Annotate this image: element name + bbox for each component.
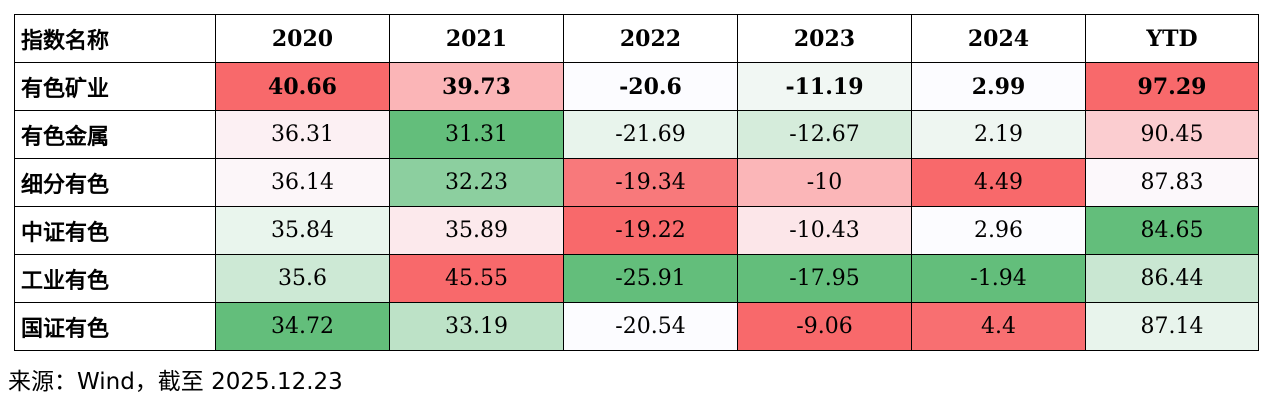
value-cell: 87.83 [1085, 158, 1259, 207]
index-table: 指数名称 2020 2021 2022 2023 2024 YTD 有色矿业 40.66 39.7… [14, 14, 1259, 351]
value-cell: -10 [737, 158, 912, 207]
value-cell: -17.95 [737, 254, 912, 303]
value-cell: 86.44 [1085, 254, 1259, 303]
value-cell: 45.55 [389, 254, 564, 303]
value-cell: 4.49 [911, 158, 1086, 207]
value-cell: -9.06 [737, 302, 912, 351]
value-cell: 97.29 [1085, 62, 1259, 111]
value-cell: -1.94 [911, 254, 1086, 303]
value-cell: 35.84 [215, 206, 390, 255]
header-cell: 指数名称 [14, 14, 216, 63]
value-cell: 36.31 [215, 110, 390, 159]
value-cell: 39.73 [389, 62, 564, 111]
value-cell: 31.31 [389, 110, 564, 159]
value-cell: -25.91 [563, 254, 738, 303]
value-cell: -20.6 [563, 62, 738, 111]
value-cell: 87.14 [1085, 302, 1259, 351]
data-row: 国证有色 34.72 33.19 -20.54 -9.06 4.4 87.14 [14, 302, 1259, 351]
row-label: 有色金属 [14, 110, 216, 159]
value-cell: 40.66 [215, 62, 390, 111]
value-cell: -21.69 [563, 110, 738, 159]
data-row: 中证有色 35.84 35.89 -19.22 -10.43 2.96 84.65 [14, 206, 1259, 255]
value-cell: -19.34 [563, 158, 738, 207]
header-cell: 2024 [911, 14, 1086, 63]
header-cell: 2023 [737, 14, 912, 63]
value-cell: -19.22 [563, 206, 738, 255]
row-label: 工业有色 [14, 254, 216, 303]
value-cell: 2.19 [911, 110, 1086, 159]
header-cell: YTD [1085, 14, 1259, 63]
value-cell: 34.72 [215, 302, 390, 351]
value-cell: -12.67 [737, 110, 912, 159]
source-note: 来源：Wind，截至 2025.12.23 [8, 369, 343, 395]
data-row: 有色矿业 40.66 39.73 -20.6 -11.19 2.99 97.29 [14, 62, 1259, 111]
value-cell: 90.45 [1085, 110, 1259, 159]
row-label: 有色矿业 [14, 62, 216, 111]
row-label: 中证有色 [14, 206, 216, 255]
header-cell: 2021 [389, 14, 564, 63]
value-cell: 35.89 [389, 206, 564, 255]
value-cell: -11.19 [737, 62, 912, 111]
value-cell: 84.65 [1085, 206, 1259, 255]
value-cell: 36.14 [215, 158, 390, 207]
data-row: 工业有色 35.6 45.55 -25.91 -17.95 -1.94 86.44 [14, 254, 1259, 303]
table-body: 指数名称 2020 2021 2022 2023 2024 YTD 有色矿业 40.66 39.7… [14, 14, 1259, 351]
value-cell: 2.99 [911, 62, 1086, 111]
header-cell: 2020 [215, 14, 390, 63]
value-cell: 2.96 [911, 206, 1086, 255]
value-cell: 32.23 [389, 158, 564, 207]
row-label: 细分有色 [14, 158, 216, 207]
value-cell: 33.19 [389, 302, 564, 351]
value-cell: 4.4 [911, 302, 1086, 351]
header-row: 指数名称 2020 2021 2022 2023 2024 YTD [14, 14, 1259, 63]
data-row: 有色金属 36.31 31.31 -21.69 -12.67 2.19 90.45 [14, 110, 1259, 159]
row-label: 国证有色 [14, 302, 216, 351]
data-row: 细分有色 36.14 32.23 -19.34 -10 4.49 87.83 [14, 158, 1259, 207]
value-cell: 35.6 [215, 254, 390, 303]
value-cell: -20.54 [563, 302, 738, 351]
value-cell: -10.43 [737, 206, 912, 255]
header-cell: 2022 [563, 14, 738, 63]
